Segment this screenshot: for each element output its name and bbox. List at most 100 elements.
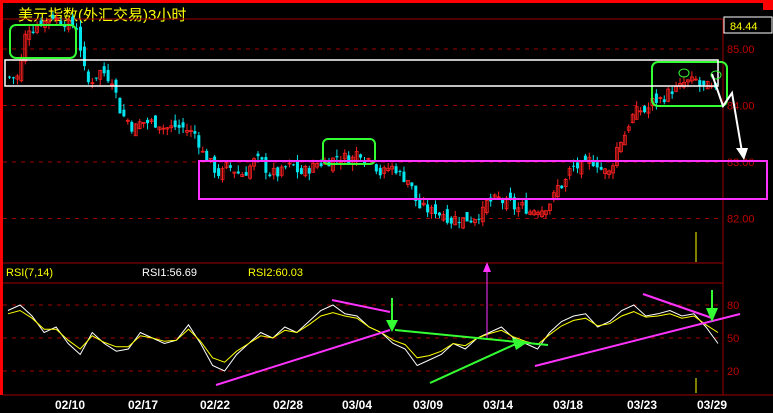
candle-body [240,174,245,178]
candle-body [453,216,458,226]
white-resistance-band [4,59,719,87]
candle-body [102,66,106,74]
candle-body [98,69,103,80]
candle-body [382,167,387,174]
candle-body [94,77,98,79]
candle-body [205,150,209,161]
candle-body [689,76,694,82]
candle-body [122,109,126,117]
candle-body [228,165,232,168]
candle-body [236,171,240,174]
candle-body [693,78,698,81]
candle-body [366,157,371,160]
x-axis-label: 02/10 [55,398,85,412]
candle-body [603,168,608,174]
candle-body [555,185,560,198]
candle-body [544,210,548,216]
candle-body [378,167,382,176]
candle-body [540,210,544,218]
candle-body [315,162,320,168]
candle-body [662,99,666,103]
x-axis-label: 03/04 [342,398,372,412]
candle-body [686,79,690,83]
candle-body [512,197,516,210]
candle-body [437,212,441,216]
candle-body [260,157,264,160]
candle-body [402,171,406,182]
candle-body [137,121,142,130]
candle-body [429,207,434,214]
candle-body [445,209,449,223]
candle-body [15,75,20,80]
candle-body [130,121,134,132]
candle-body [410,182,414,187]
candle-body [295,160,299,173]
candle-body [177,124,181,128]
candle-body [630,114,635,123]
price-tick-label: 82.00 [727,214,755,226]
candle-body [173,120,177,128]
candle-body [342,152,347,160]
candle-body [161,127,166,130]
candle-body [287,162,292,165]
candle-body [86,71,90,83]
candle-body [141,122,146,124]
price-tick-label: 85.00 [727,44,755,56]
candle-body [654,93,658,104]
candle-body [626,126,631,131]
candle-body [501,199,505,204]
x-axis-label: 03/29 [697,398,727,412]
candle-body [63,25,67,28]
candle-body [217,168,221,177]
candle-body [146,119,150,124]
candle-body [335,156,339,158]
candle-body [536,211,540,215]
candle-body [125,119,130,122]
candle-body [307,168,311,174]
candle-body [284,166,288,168]
candle-body [560,185,564,189]
candle-body [524,199,528,214]
candle-body [492,194,497,198]
candle-body [591,160,595,167]
candle-body [303,166,308,177]
x-axis-label: 03/14 [483,398,513,412]
candle-body [224,161,229,169]
candle-body [185,130,189,133]
candle-body [532,210,537,216]
candle-body [607,170,611,175]
price-tick-label: 83.00 [727,157,755,169]
candle-body [646,107,651,114]
candle-body [106,69,110,82]
x-axis-label: 02/17 [128,398,158,412]
candle-body [232,171,237,174]
candle-body [133,123,138,137]
x-axis-label: 03/23 [627,398,657,412]
candle-body [149,119,154,122]
candle-body [528,211,533,215]
candle-body [567,168,572,176]
candle-body [54,17,59,21]
white-arrowhead [736,148,748,160]
candle-body [390,165,395,170]
candle-body [200,150,205,153]
candle-body [702,80,706,86]
last-price-box [723,16,773,34]
corner-button[interactable] [763,0,773,10]
green-box-middle [322,138,376,165]
left-border [0,0,3,395]
candle-body [82,46,86,67]
candle-body [79,26,82,51]
candle-body [414,185,418,201]
candle-body [457,222,461,224]
candle-body [643,106,647,113]
rsi-title: RSI(7,14) [6,267,53,279]
white-forecast-arrow [711,73,743,153]
candle-body [157,126,162,131]
green-circle-1 [678,68,690,78]
candle-body [311,162,316,173]
candle-body [276,167,280,177]
candle-body [461,217,466,229]
candle-body [618,141,623,153]
